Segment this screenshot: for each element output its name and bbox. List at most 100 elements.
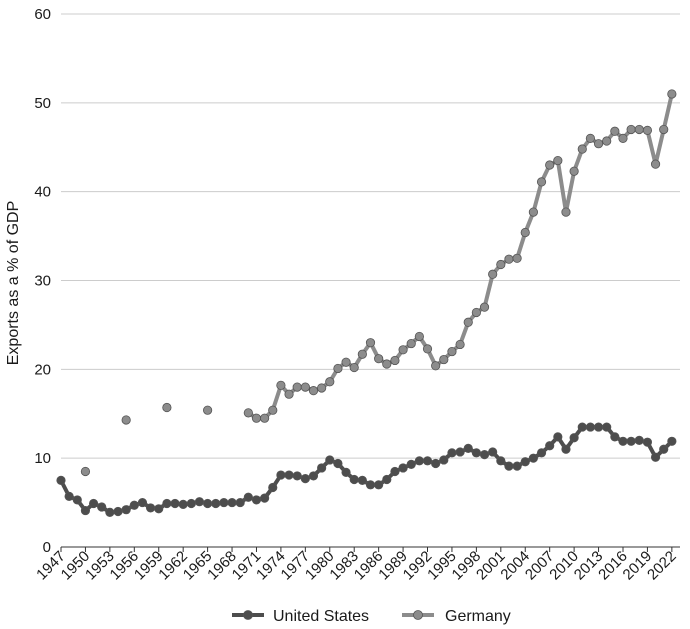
- data-point: [439, 354, 449, 365]
- data-point: [325, 377, 335, 387]
- data-point: [72, 495, 82, 505]
- data-point: [186, 498, 196, 509]
- data-point: [634, 124, 644, 135]
- data-point: [593, 422, 604, 432]
- data-point: [292, 382, 302, 392]
- data-point: [308, 386, 319, 396]
- data-point: [251, 413, 262, 423]
- data-point: [121, 415, 131, 425]
- data-point: [520, 227, 530, 238]
- legend: United States Germany: [232, 608, 511, 625]
- data-point: [536, 177, 547, 187]
- data-point: [471, 448, 481, 458]
- data-point: [97, 502, 107, 512]
- data-point: [333, 363, 343, 374]
- data-point: [422, 344, 433, 354]
- data-point: [341, 467, 351, 477]
- data-point: [398, 463, 408, 473]
- data-point: [667, 436, 677, 446]
- data-point: [308, 471, 319, 481]
- data-point: [325, 455, 335, 465]
- data-point: [496, 259, 506, 270]
- data-point: [162, 498, 172, 509]
- data-point: [667, 89, 677, 99]
- series-united-states: [56, 422, 677, 517]
- data-point: [88, 498, 99, 509]
- data-point: [610, 432, 620, 442]
- y-tick-label: 40: [34, 184, 51, 201]
- data-point: [618, 133, 628, 143]
- data-point: [471, 307, 481, 318]
- data-point: [545, 441, 555, 451]
- data-point: [268, 482, 278, 493]
- data-point: [650, 452, 661, 462]
- data-point: [300, 473, 310, 484]
- data-point: [618, 436, 628, 446]
- legend-label: Germany: [445, 608, 511, 625]
- series-layer: [56, 89, 677, 517]
- data-point: [390, 466, 400, 477]
- data-point: [602, 136, 612, 146]
- legend-label: United States: [273, 608, 369, 625]
- data-point: [349, 474, 359, 485]
- data-point: [520, 457, 530, 467]
- y-axis-title: Exports as a % of GDP: [5, 201, 22, 366]
- data-point: [504, 461, 514, 471]
- data-point: [292, 471, 302, 481]
- data-point: [455, 339, 465, 350]
- data-point: [553, 155, 563, 166]
- data-point: [585, 422, 596, 432]
- data-point: [64, 491, 74, 501]
- data-point: [512, 253, 522, 263]
- data-point: [260, 493, 270, 503]
- data-point: [561, 207, 571, 217]
- data-point: [626, 124, 636, 135]
- data-point: [488, 447, 498, 457]
- data-point: [479, 450, 490, 460]
- data-point: [317, 463, 327, 473]
- data-point: [414, 456, 424, 466]
- data-point: [561, 444, 571, 454]
- data-point: [659, 444, 669, 454]
- data-point: [276, 470, 286, 480]
- series-line: [59, 425, 674, 515]
- data-point: [365, 480, 376, 490]
- data-point: [203, 405, 213, 415]
- data-point: [569, 433, 579, 443]
- data-point: [374, 480, 384, 490]
- legend-item: United States: [232, 608, 369, 625]
- data-point: [390, 355, 400, 366]
- data-point: [512, 461, 522, 471]
- x-tick-label: 2022: [644, 548, 680, 584]
- data-point: [357, 349, 367, 359]
- data-point: [129, 500, 139, 510]
- legend-swatch-marker: [413, 610, 423, 620]
- data-point: [479, 302, 490, 312]
- data-point: [341, 357, 351, 367]
- data-point: [634, 435, 644, 445]
- data-point: [528, 453, 538, 463]
- data-point: [162, 402, 172, 413]
- data-point: [137, 497, 148, 508]
- data-point: [374, 354, 384, 364]
- data-point: [545, 160, 555, 170]
- data-point: [80, 505, 91, 516]
- data-point: [145, 503, 156, 513]
- y-tick-label: 30: [34, 273, 51, 290]
- data-point: [642, 125, 653, 135]
- data-point: [113, 506, 123, 517]
- data-point: [585, 133, 596, 143]
- data-point: [406, 338, 416, 349]
- legend-item: Germany: [402, 608, 511, 625]
- data-point: [626, 436, 636, 446]
- data-point: [194, 497, 205, 507]
- data-point: [80, 466, 91, 477]
- data-point: [203, 498, 213, 509]
- data-point: [659, 124, 669, 135]
- data-point: [463, 317, 473, 327]
- data-point: [284, 389, 294, 399]
- data-point: [431, 361, 441, 371]
- data-point: [528, 207, 538, 217]
- data-point: [251, 495, 262, 505]
